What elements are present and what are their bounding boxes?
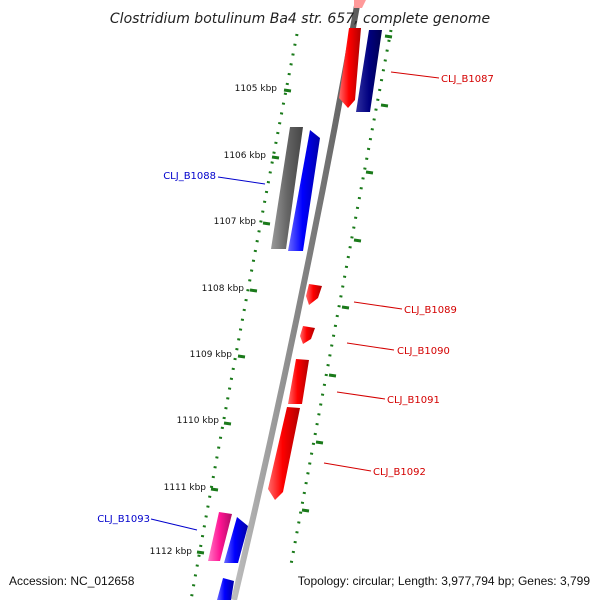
map-title: Clostridium botulinum Ba4 str. 657, comp… xyxy=(110,11,490,27)
gene-leader-lines xyxy=(150,71,440,531)
gene-label-CLJ_B1091[interactable]: CLJ_B1091 xyxy=(387,395,440,406)
gene-CLJ_B1091-arrow xyxy=(288,359,309,404)
accession-text: Accession: NC_012658 xyxy=(9,574,135,588)
tick-label: 1111 kbp xyxy=(164,483,207,493)
major-ticks-inner xyxy=(196,88,292,555)
gene-CLJ_B1089-arrow xyxy=(306,284,322,305)
gene-CLJ_B1090-arrow xyxy=(300,326,315,344)
gene-features xyxy=(208,0,382,600)
gene-label-CLJ_B1089[interactable]: CLJ_B1089 xyxy=(404,305,457,316)
gene-label-CLJ_B1092[interactable]: CLJ_B1092 xyxy=(373,467,426,478)
tick-label: 1109 kbp xyxy=(190,350,233,360)
gene-CLJ_B1093-rna xyxy=(208,512,232,561)
gene-CLJ_B1092-arrow xyxy=(268,407,300,500)
tick-label: 1106 kbp xyxy=(224,151,267,161)
gene-dark-reverse-arrow xyxy=(356,30,382,112)
gene-label-CLJ_B1090[interactable]: CLJ_B1090 xyxy=(397,346,450,357)
gene-reverse-arrow-1112 xyxy=(224,517,248,563)
genome-summary-text: Topology: circular; Length: 3,977,794 bp… xyxy=(297,574,590,588)
gene-CLJ_B1088-pseudo xyxy=(271,127,303,249)
tick-label: 1110 kbp xyxy=(177,416,220,426)
kbp-tick-labels: 1105 kbp 1106 kbp 1107 kbp 1108 kbp 1109… xyxy=(150,84,278,557)
gene-label-CLJ_B1087[interactable]: CLJ_B1087 xyxy=(441,74,494,85)
gene-label-CLJ_B1088[interactable]: CLJ_B1088 xyxy=(163,171,216,182)
tick-label: 1108 kbp xyxy=(202,284,245,294)
inner-dotted-track xyxy=(189,33,299,600)
gene-reverse-arrow-bottom xyxy=(217,578,234,600)
tick-label: 1112 kbp xyxy=(150,547,193,557)
gene-labels: CLJ_B1087 CLJ_B1088 CLJ_B1089 CLJ_B1090 … xyxy=(97,74,494,525)
major-ticks-outer xyxy=(301,34,393,513)
gene-label-CLJ_B1093[interactable]: CLJ_B1093 xyxy=(97,514,150,525)
gene-CLJ_B1087-arrow xyxy=(339,28,361,108)
gene-CLJ_B1088-arrow xyxy=(288,130,320,251)
tick-label: 1105 kbp xyxy=(235,84,278,94)
tick-label: 1107 kbp xyxy=(214,217,257,227)
gene-CLJ_B1087-top xyxy=(354,0,366,8)
